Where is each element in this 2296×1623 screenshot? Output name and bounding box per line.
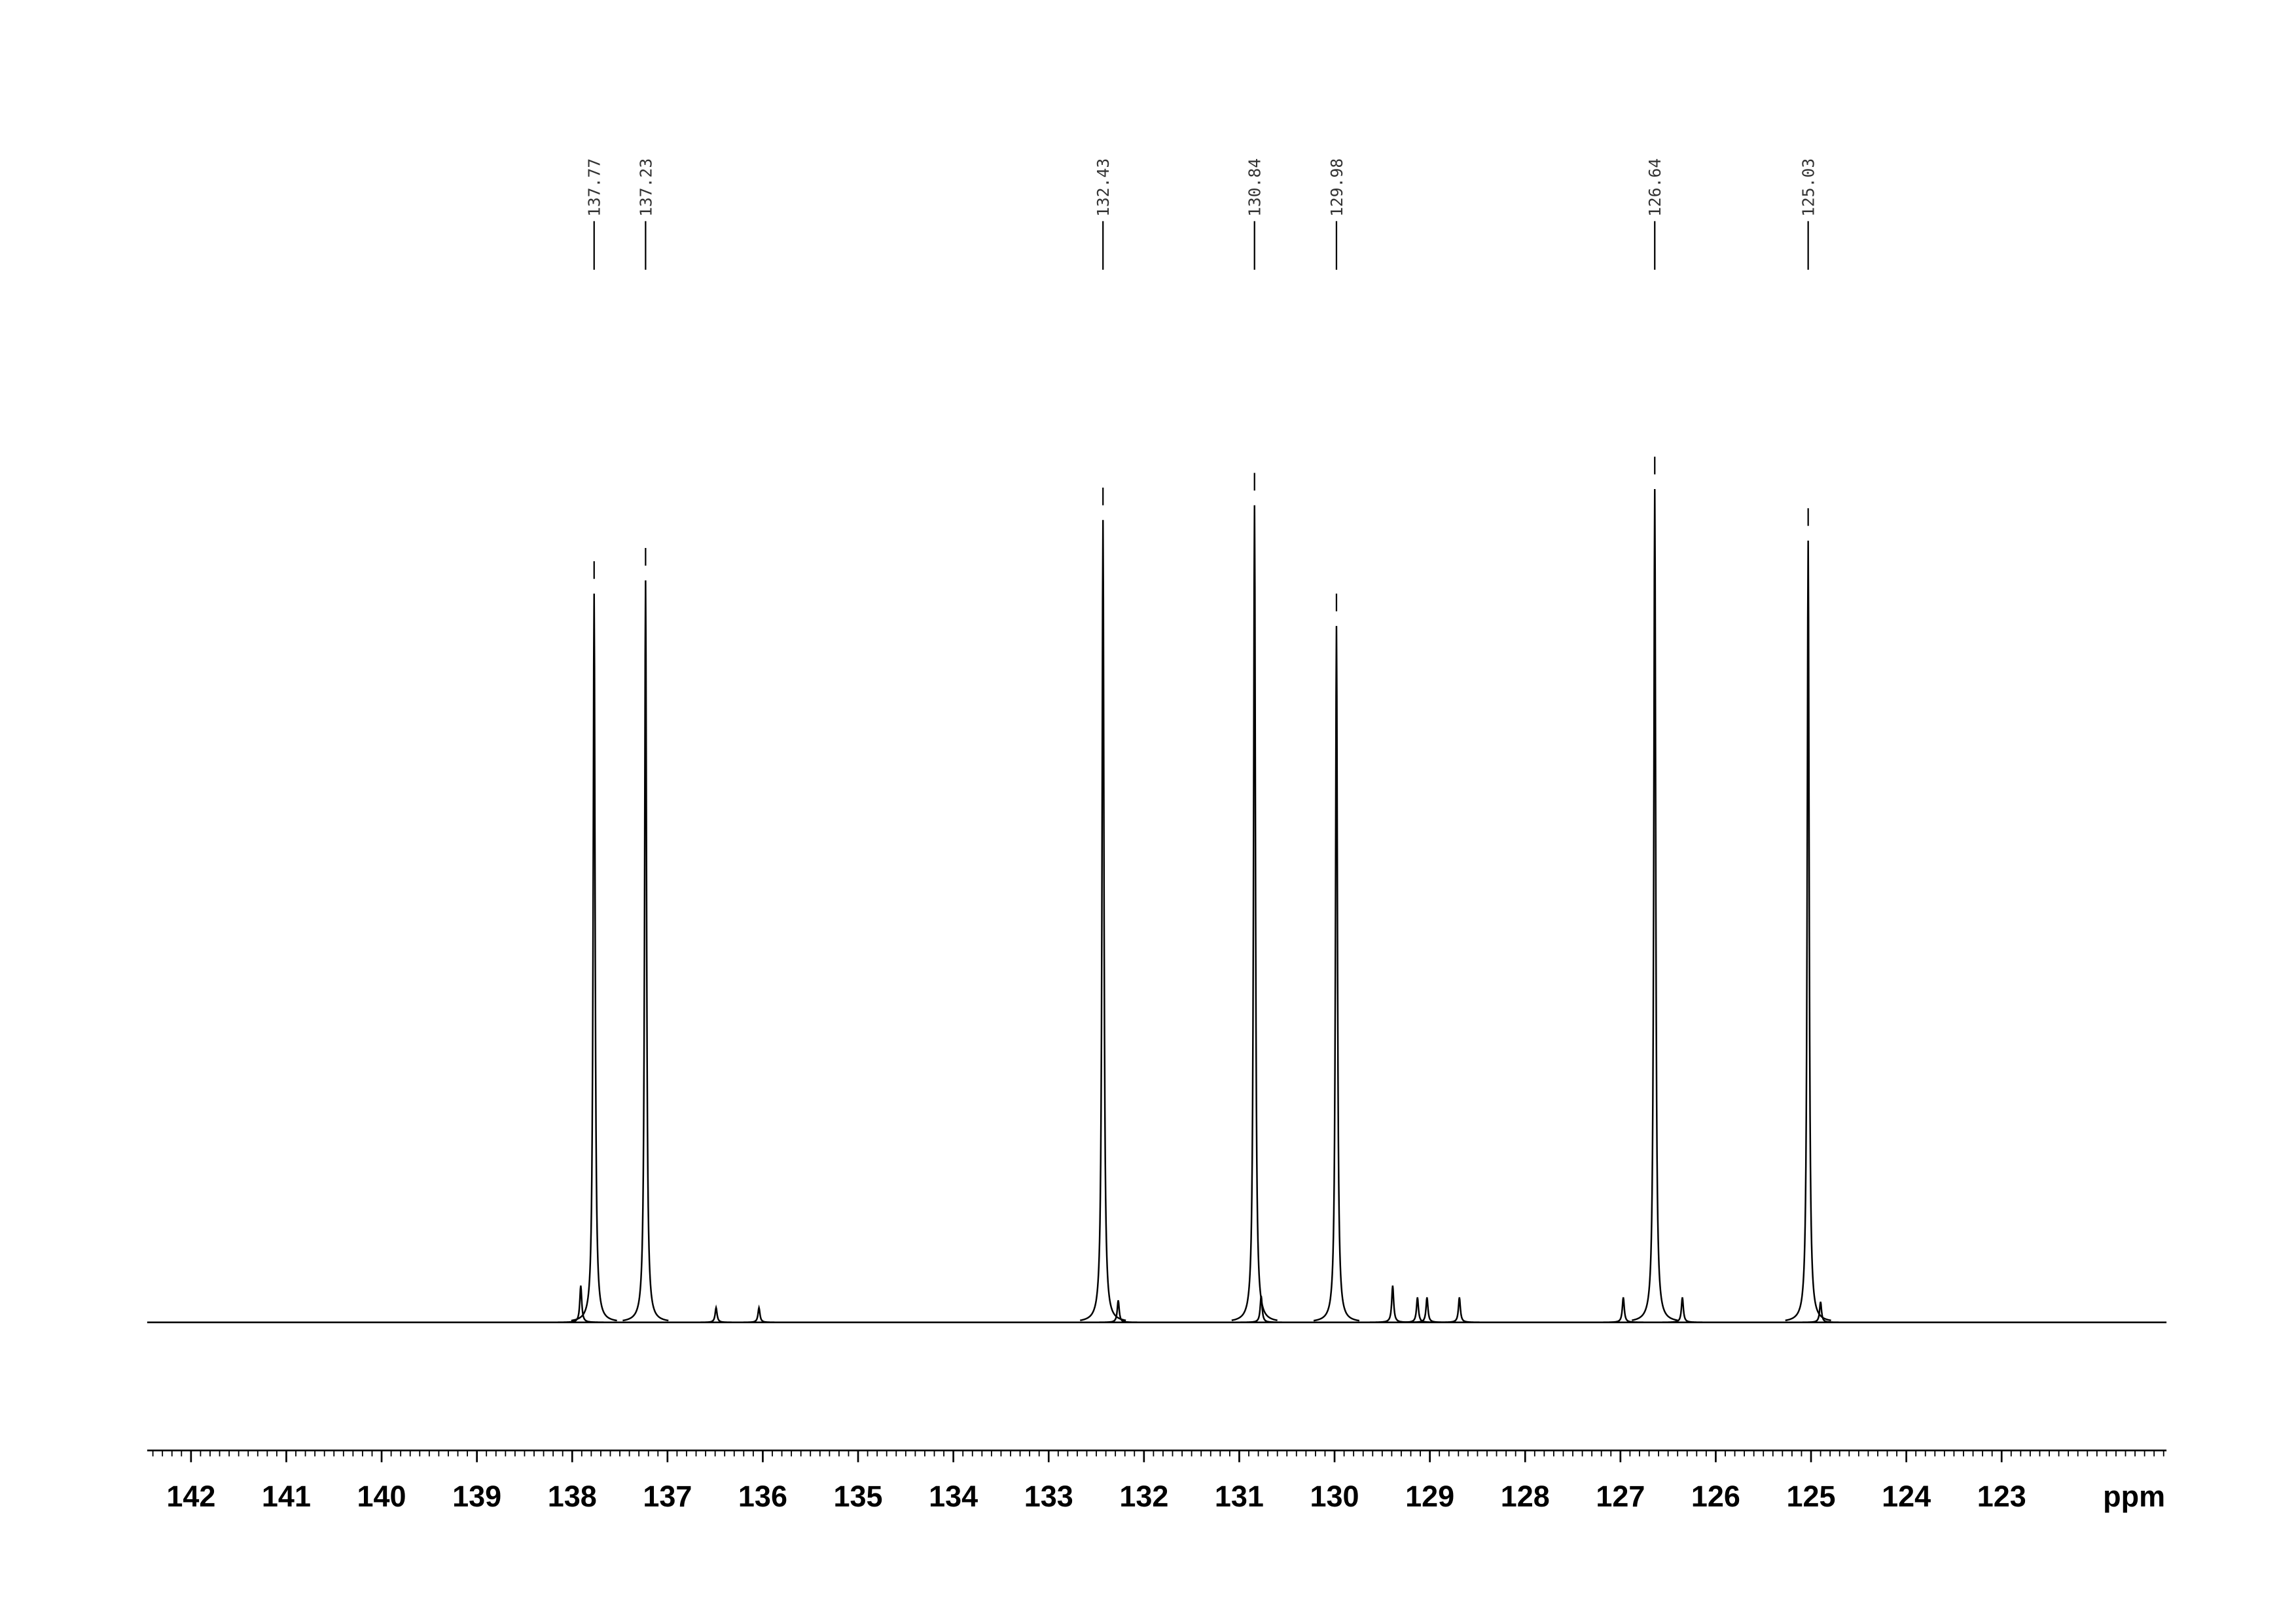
x-tick-label: 124 bbox=[1882, 1480, 1931, 1513]
peak bbox=[1436, 1297, 1482, 1323]
peak-label: 137.23 bbox=[636, 158, 655, 217]
peak bbox=[622, 580, 669, 1322]
x-tick-label: 127 bbox=[1596, 1480, 1645, 1513]
peak bbox=[1313, 626, 1360, 1322]
x-tick-label: 136 bbox=[738, 1480, 787, 1513]
x-tick-label: 138 bbox=[548, 1480, 597, 1513]
peak bbox=[571, 593, 617, 1322]
x-tick-label: 135 bbox=[834, 1480, 883, 1513]
x-tick-label: 125 bbox=[1787, 1480, 1836, 1513]
x-tick-label: 132 bbox=[1119, 1480, 1168, 1513]
peak bbox=[1632, 489, 1678, 1321]
peak-label: 126.64 bbox=[1645, 158, 1664, 217]
x-tick-label: 134 bbox=[929, 1480, 978, 1513]
x-tick-label: 141 bbox=[262, 1480, 311, 1513]
x-tick-label: 123 bbox=[1977, 1480, 2026, 1513]
peak bbox=[1231, 505, 1278, 1321]
x-tick-label: 131 bbox=[1215, 1480, 1264, 1513]
x-axis-label: ppm bbox=[2103, 1480, 2165, 1513]
peak bbox=[1797, 1302, 1844, 1323]
peak bbox=[736, 1304, 782, 1323]
peak-label: 137.77 bbox=[585, 158, 604, 217]
peak bbox=[1080, 520, 1126, 1321]
x-tick-label: 137 bbox=[643, 1480, 692, 1513]
x-tick-label: 128 bbox=[1501, 1480, 1550, 1513]
x-tick-label: 142 bbox=[166, 1480, 215, 1513]
x-tick-label: 133 bbox=[1024, 1480, 1073, 1513]
x-tick-label: 129 bbox=[1405, 1480, 1454, 1513]
peak bbox=[1600, 1297, 1647, 1323]
peak bbox=[1238, 1296, 1284, 1323]
x-tick-label: 140 bbox=[357, 1480, 406, 1513]
peak-label: 130.84 bbox=[1246, 158, 1265, 217]
peak bbox=[1659, 1297, 1706, 1323]
x-tick-label: 126 bbox=[1691, 1480, 1740, 1513]
x-tick-label: 130 bbox=[1310, 1480, 1359, 1513]
x-tick-label: 139 bbox=[452, 1480, 501, 1513]
peak-label: 132.43 bbox=[1094, 158, 1113, 217]
peak bbox=[558, 1285, 604, 1323]
peak bbox=[693, 1304, 740, 1323]
peak bbox=[1095, 1300, 1141, 1323]
peak-label: 125.03 bbox=[1799, 158, 1818, 217]
peak-label: 129.98 bbox=[1327, 158, 1346, 217]
